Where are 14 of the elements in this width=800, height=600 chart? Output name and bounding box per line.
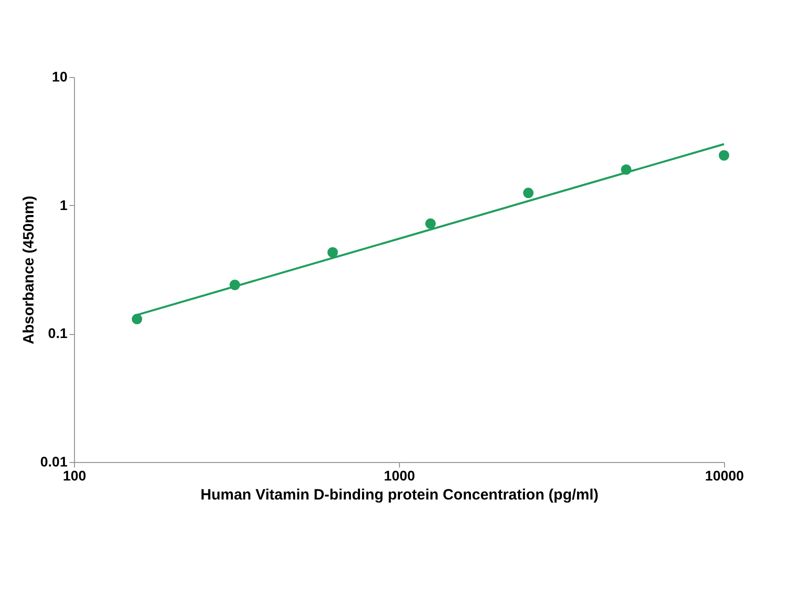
point [718, 150, 730, 161]
point [132, 314, 142, 324]
y-tick-label: 0.01 [40, 454, 68, 470]
x-axis-title: Human Vitamin D-binding protein Concentration (pg/ml) [200, 486, 599, 504]
point [327, 247, 338, 258]
point [425, 218, 436, 229]
y-tick-label: 10 [52, 68, 68, 84]
y-tick-label: 1 [60, 196, 68, 213]
x-tick-label: 10000 [705, 468, 744, 484]
point [523, 188, 534, 198]
x-tick-label: 100 [62, 468, 86, 484]
y-tick-label: 0.1 [48, 325, 68, 342]
y-axis-title: Absorbance (450nm) [20, 196, 38, 344]
x-tick-label: 1000 [384, 468, 416, 484]
